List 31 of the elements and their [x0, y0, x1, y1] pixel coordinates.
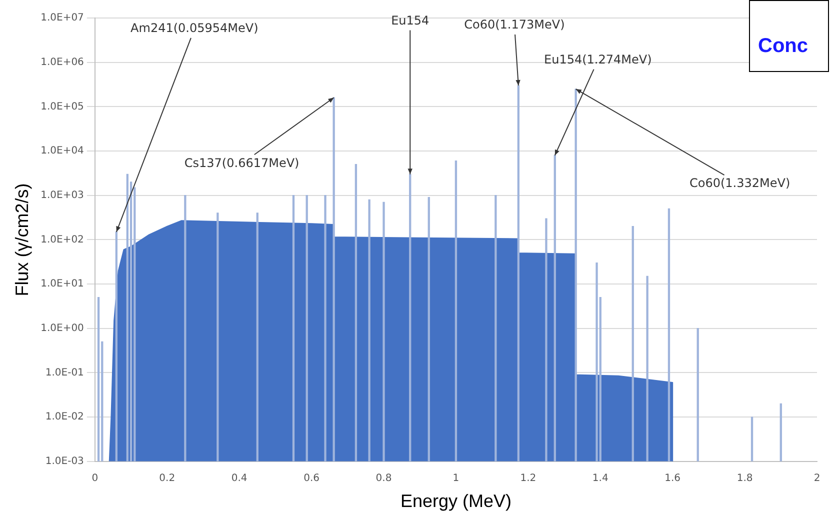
- x-tick-label: 0.6: [304, 472, 320, 484]
- y-tick-label: 1.0E-02: [45, 412, 84, 423]
- x-tick-label: 1.6: [664, 472, 681, 484]
- y-tick-label: 1.0E+06: [40, 56, 84, 68]
- y-tick-label: 1.0E-03: [45, 456, 84, 467]
- annotation: Am241(0.05954MeV): [130, 21, 258, 36]
- y-tick-label: 1.0E+01: [40, 278, 84, 290]
- y-tick-label: 1.0E+05: [40, 101, 84, 112]
- text-box: Conc: [749, 0, 829, 72]
- y-tick-label: 1.0E+02: [40, 234, 84, 246]
- x-tick-label: 0.8: [376, 472, 392, 484]
- x-tick-label: 2: [814, 472, 820, 484]
- y-axis-title: Flux (γ/cm2/s): [12, 183, 32, 296]
- x-tick-label: 1.8: [736, 472, 753, 484]
- annotation: Co60(1.332MeV): [690, 176, 790, 190]
- annotation: Eu154: [391, 13, 430, 28]
- annotation: Eu154(1.274MeV): [544, 52, 652, 66]
- y-tick-label: 1.0E+00: [40, 322, 84, 334]
- x-tick-label: 1.4: [592, 472, 608, 484]
- y-tick-label: 1.0E+04: [40, 146, 84, 157]
- annotation: Co60(1.173MeV): [464, 18, 565, 32]
- y-tick-label: 1.0E-01: [45, 367, 84, 378]
- y-tick-label: 1.0E+03: [40, 190, 84, 201]
- x-tick-label: 0.2: [159, 472, 176, 484]
- x-axis-title: Energy (MeV): [400, 491, 512, 512]
- x-tick-label: 0.4: [231, 472, 248, 484]
- x-tick-label: 1.2: [520, 472, 536, 484]
- y-tick-label: 1.0E+07: [40, 12, 84, 24]
- x-tick-label: 0: [92, 472, 98, 484]
- annotation: Cs137(0.6617MeV): [184, 156, 300, 170]
- x-tick-label: 1: [452, 472, 460, 484]
